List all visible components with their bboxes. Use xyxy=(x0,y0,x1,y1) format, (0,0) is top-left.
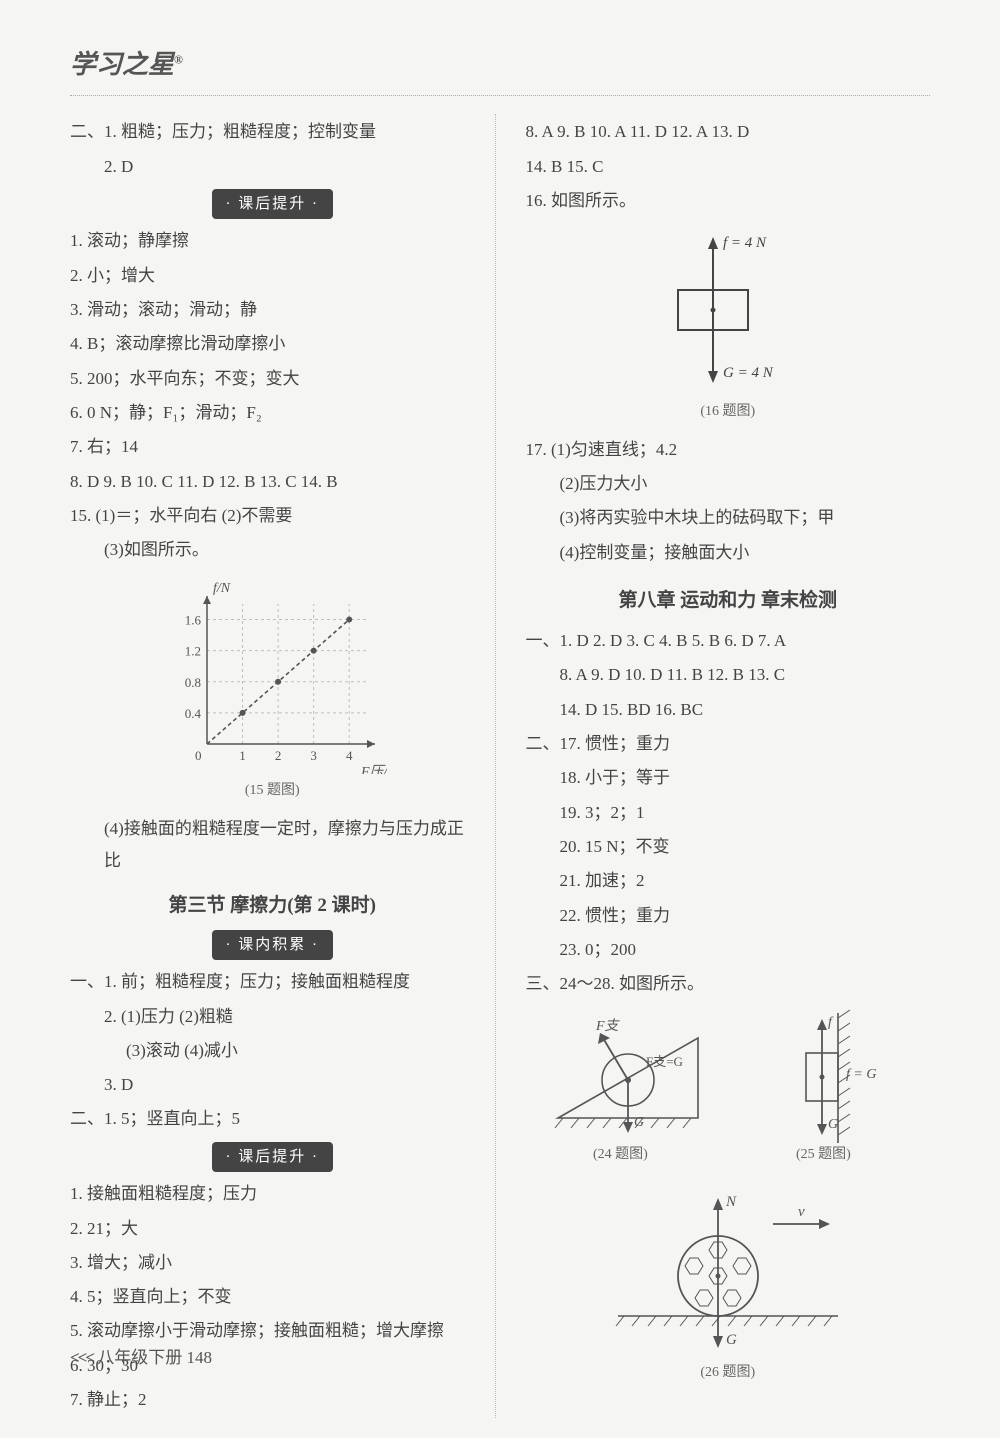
figure-15: 0.4 0.8 1.2 1.6 1 2 3 4 0 f/N F压/N (15 题图) xyxy=(70,574,475,805)
text-line: (4)接触面的粗糙程度一定时，摩擦力与压力成正比 xyxy=(70,813,475,878)
footer-chevrons: <<< xyxy=(70,1348,93,1367)
svg-text:F支=G: F支=G xyxy=(646,1054,683,1069)
svg-text:1.6: 1.6 xyxy=(185,613,202,628)
text-line: (3)将丙实验中木块上的砝码取下；甲 xyxy=(526,502,931,534)
footer-text: 八年级下册 148 xyxy=(97,1348,212,1367)
text-line: (3)如图所示。 xyxy=(70,534,475,566)
text-line: 7. 右；14 xyxy=(70,431,475,463)
diagram-24-25: F支 G F支=G (24 题图) f Gf = G (25 题图) xyxy=(538,1008,918,1168)
text-line: 15. (1)＝；水平向右 (2)不需要 xyxy=(70,500,475,532)
left-column: 二、1. 粗糙；压力；粗糙程度；控制变量 2. D · 课后提升 · 1. 滚动… xyxy=(70,114,496,1418)
page-footer: <<< 八年级下册 148 xyxy=(70,1342,212,1374)
text-line: 二、1. 5；竖直向上；5 xyxy=(70,1103,475,1135)
text-line: 2. D xyxy=(70,151,475,183)
figure-26: N Gv (26 题图) xyxy=(526,1176,931,1387)
text-line: 二、17. 惯性；重力 xyxy=(526,728,931,760)
brand-text: 学习之星 xyxy=(70,50,174,79)
fig26-caption: (26 题图) xyxy=(526,1360,931,1387)
chapter-title: 第八章 运动和力 章末检测 xyxy=(526,583,931,619)
text-line: (3)滚动 (4)减小 xyxy=(70,1035,475,1067)
svg-text:f/N: f/N xyxy=(213,581,231,596)
section-title: 第三节 摩擦力(第 2 课时) xyxy=(70,888,475,924)
svg-text:F支: F支 xyxy=(595,1018,621,1034)
text-line: (4)控制变量；接触面大小 xyxy=(526,537,931,569)
svg-text:f = G: f = G xyxy=(846,1067,876,1082)
text-line: 4. 5；竖直向上；不变 xyxy=(70,1281,475,1313)
text-line: 二、1. 粗糙；压力；粗糙程度；控制变量 xyxy=(70,116,475,148)
text-line: 3. 滑动；滚动；滑动；静 xyxy=(70,294,475,326)
svg-text:N: N xyxy=(725,1194,737,1210)
svg-text:v: v xyxy=(798,1204,805,1220)
text-line: 20. 15 N；不变 xyxy=(526,831,931,863)
text-line: 8. A 9. D 10. D 11. B 12. B 13. C xyxy=(526,659,931,691)
text-line: 2. 小；增大 xyxy=(70,260,475,292)
text-line: 3. D xyxy=(70,1069,475,1101)
svg-text:0.4: 0.4 xyxy=(185,706,202,721)
figure-16: f = 4 N G = 4 N (16 题图) xyxy=(526,225,931,426)
text-line: 19. 3；2；1 xyxy=(526,797,931,829)
svg-text:2: 2 xyxy=(275,748,282,763)
svg-text:(24 题图): (24 题图) xyxy=(593,1147,648,1162)
diagram-26: N Gv xyxy=(598,1176,858,1356)
fig15-caption: (15 题图) xyxy=(70,778,475,805)
text-line: 16. 如图所示。 xyxy=(526,185,931,217)
svg-text:1.2: 1.2 xyxy=(185,644,201,659)
svg-text:G: G xyxy=(634,1115,644,1130)
text-line: 3. 增大；减小 xyxy=(70,1247,475,1279)
text-line: 22. 惯性；重力 xyxy=(526,900,931,932)
text-line: 23. 0；200 xyxy=(526,934,931,966)
svg-text:G: G xyxy=(726,1332,737,1348)
diagram-16: f = 4 N G = 4 N xyxy=(643,225,813,395)
text-line: 2. 21；大 xyxy=(70,1213,475,1245)
text-line: 6. 0 N；静；F₁；滑动；F₂ xyxy=(70,397,475,429)
svg-text:3: 3 xyxy=(311,748,318,763)
text-line: 14. B 15. C xyxy=(526,151,931,183)
svg-text:0: 0 xyxy=(195,748,202,763)
text-line: 一、1. 前；粗糙程度；压力；接触面粗糙程度 xyxy=(70,966,475,998)
svg-text:G: G xyxy=(828,1117,838,1132)
text-line: 8. D 9. B 10. C 11. D 12. B 13. C 14. B xyxy=(70,466,475,498)
text-line: 5. 200；水平向东；不变；变大 xyxy=(70,363,475,395)
right-column: 8. A 9. B 10. A 11. D 12. A 13. D 14. B … xyxy=(526,114,931,1418)
fig16-caption: (16 题图) xyxy=(526,399,931,426)
section-pill: · 课后提升 · xyxy=(212,189,334,220)
figures-24-25: F支 G F支=G (24 题图) f Gf = G (25 题图) xyxy=(526,1008,931,1168)
svg-text:(25 题图): (25 题图) xyxy=(796,1147,851,1162)
svg-text:F压/N: F压/N xyxy=(360,764,387,774)
text-line: 2. (1)压力 (2)粗糙 xyxy=(70,1001,475,1033)
text-line: 14. D 15. BD 16. BC xyxy=(526,694,931,726)
text-line: 21. 加速；2 xyxy=(526,865,931,897)
text-line: 4. B；滚动摩擦比滑动摩擦小 xyxy=(70,328,475,360)
svg-text:1: 1 xyxy=(240,748,247,763)
svg-text:4: 4 xyxy=(346,748,353,763)
text-line: 1. 滚动；静摩擦 xyxy=(70,225,475,257)
text-line: 8. A 9. B 10. A 11. D 12. A 13. D xyxy=(526,116,931,148)
text-line: (2)压力大小 xyxy=(526,468,931,500)
text-line: 1. 接触面粗糙程度；压力 xyxy=(70,1178,475,1210)
svg-text:f = 4 N: f = 4 N xyxy=(723,235,767,251)
text-line: 17. (1)匀速直线；4.2 xyxy=(526,434,931,466)
text-line: 三、24～28. 如图所示。 xyxy=(526,968,931,1000)
brand-sup: ® xyxy=(174,52,183,66)
section-pill: · 课后提升 · xyxy=(212,1142,334,1173)
text-line: 7. 静止；2 xyxy=(70,1384,475,1416)
svg-text:0.8: 0.8 xyxy=(185,675,201,690)
svg-text:G = 4 N: G = 4 N xyxy=(723,365,774,381)
text-line: 18. 小于；等于 xyxy=(526,762,931,794)
brand-header: 学习之星® xyxy=(70,40,930,96)
chart-15: 0.4 0.8 1.2 1.6 1 2 3 4 0 f/N F压/N xyxy=(157,574,387,774)
text-line: 一、1. D 2. D 3. C 4. B 5. B 6. D 7. A xyxy=(526,625,931,657)
svg-text:f: f xyxy=(828,1015,834,1030)
section-pill: · 课内积累 · xyxy=(212,930,334,961)
